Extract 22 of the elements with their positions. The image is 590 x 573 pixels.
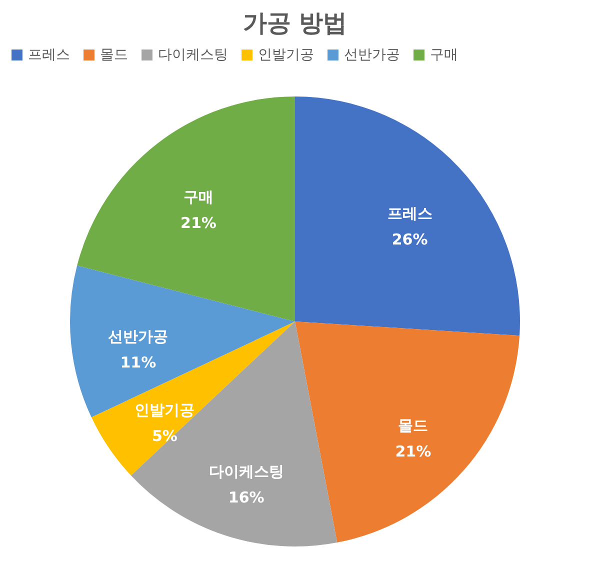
legend-label: 몰드 — [100, 47, 128, 63]
legend-label: 인발기공 — [258, 47, 314, 63]
pie-slice — [77, 96, 295, 322]
pie-slice — [70, 266, 295, 418]
data-label: 21% — [395, 442, 432, 461]
legend-label: 프레스 — [28, 47, 70, 63]
data-label: 16% — [228, 488, 264, 506]
legend-label: 다이케스팅 — [158, 47, 228, 63]
slice-label: 다이케스팅 — [208, 462, 284, 480]
slice-label: 몰드 — [398, 416, 428, 435]
data-label: 21% — [180, 214, 216, 232]
legend-label: 선반가공 — [344, 47, 400, 63]
chart-title: 가공 방법 — [242, 9, 348, 37]
slice-label: 인발기공 — [134, 401, 195, 420]
data-label: 11% — [120, 353, 156, 372]
slice-label: 선반가공 — [108, 327, 168, 346]
pie-slice — [295, 322, 520, 543]
pie-slice — [295, 96, 520, 336]
slice-label: 프레스 — [387, 204, 432, 223]
slice-label: 구매 — [183, 188, 214, 206]
data-label: 26% — [392, 230, 428, 249]
legend-label: 구매 — [430, 47, 458, 63]
